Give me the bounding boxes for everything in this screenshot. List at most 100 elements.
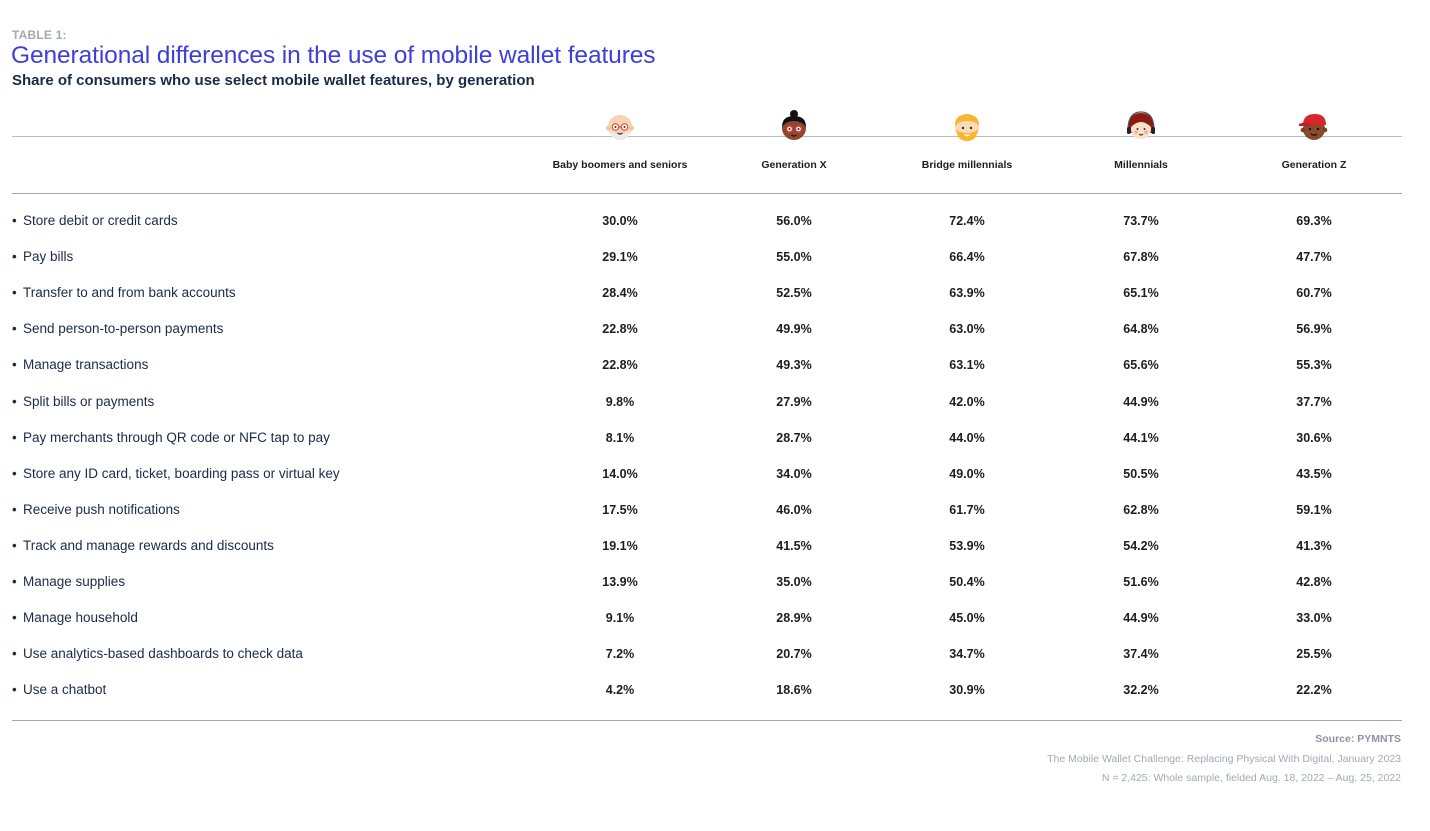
row-label-text: Manage transactions: [23, 357, 149, 373]
table-cell: 50.5%: [1123, 466, 1159, 481]
table-cell: 45.0%: [949, 611, 985, 626]
bullet-icon: •: [12, 285, 17, 301]
table-cell: 49.9%: [776, 322, 812, 337]
table-label: TABLE 1:: [12, 28, 67, 42]
table-cell: 30.0%: [602, 214, 638, 228]
row-label-text: Use a chatbot: [23, 682, 107, 698]
row-label-text: Pay bills: [23, 249, 74, 265]
table-row: • Manage transactions 22.8% 49.3% 63.1% 65.6%…: [0, 357, 1430, 377]
bridge-millennial-avatar-icon: [950, 109, 984, 143]
table-cell: 41.5%: [776, 538, 812, 553]
table-cell: 44.9%: [1123, 611, 1159, 626]
table-cell: 34.7%: [949, 647, 985, 662]
table-cell: 44.1%: [1123, 430, 1159, 445]
table-row: • Pay bills 29.1% 55.0% 66.4% 67.8% 47.7%: [0, 249, 1430, 269]
bullet-icon: •: [12, 682, 17, 698]
row-label: • Receive push notifications: [12, 502, 180, 517]
footer-publication: The Mobile Wallet Challenge: Replacing P…: [1047, 753, 1401, 765]
bullet-icon: •: [12, 610, 17, 626]
bullet-icon: •: [12, 465, 17, 481]
table-row: • Split bills or payments 9.8% 27.9% 42.0% 44…: [0, 394, 1430, 414]
row-label: • Store any ID card, ticket, boarding pas…: [12, 466, 340, 481]
row-label-text: Transfer to and from bank accounts: [23, 285, 236, 301]
table-cell: 67.8%: [1123, 250, 1159, 265]
table-cell: 27.9%: [776, 394, 812, 409]
table-cell: 22.2%: [1296, 683, 1332, 698]
row-label-text: Pay merchants through QR code or NFC tap…: [23, 429, 330, 445]
table-cell: 30.9%: [949, 683, 985, 698]
bullet-icon: •: [12, 213, 17, 228]
table-cell: 42.0%: [949, 394, 985, 409]
table-cell: 64.8%: [1123, 322, 1159, 337]
table-row: • Receive push notifications 17.5% 46.0% 61.…: [0, 502, 1430, 522]
table-cell: 47.7%: [1296, 250, 1332, 265]
page-subtitle: Share of consumers who use select mobile…: [12, 72, 535, 89]
table-cell: 41.3%: [1296, 538, 1332, 553]
table-cell: 60.7%: [1296, 286, 1332, 301]
table-cell: 4.2%: [605, 683, 635, 698]
bullet-icon: •: [12, 429, 17, 445]
table-cell: 28.7%: [776, 430, 812, 445]
table-cell: 9.1%: [605, 611, 635, 626]
column-header-generation-x: Generation X: [761, 159, 827, 171]
table-row: • Manage household 9.1% 28.9% 45.0% 44.9% 33.0…: [0, 610, 1430, 630]
bullet-icon: •: [12, 537, 17, 553]
boomer-avatar-icon: [603, 109, 637, 143]
footer-sample-note: N = 2,425: Whole sample, fielded Aug. 18…: [1101, 772, 1401, 784]
table-row: • Use analytics-based dashboards to check…: [0, 646, 1430, 666]
table-cell: 55.0%: [776, 250, 812, 265]
bullet-icon: •: [12, 646, 17, 662]
table-cell: 63.0%: [949, 322, 985, 337]
table-cell: 19.1%: [602, 538, 638, 553]
table-cell: 65.6%: [1123, 358, 1159, 373]
row-label: • Transfer to and from bank accounts: [12, 285, 236, 300]
table-cell: 22.8%: [602, 358, 638, 373]
table-cell: 20.7%: [776, 647, 812, 662]
table-cell: 73.7%: [1123, 214, 1159, 228]
bullet-icon: •: [12, 357, 17, 373]
table-cell: 9.8%: [605, 394, 635, 409]
table-row: • Store any ID card, ticket, boarding pas…: [0, 466, 1430, 486]
table-cell: 13.9%: [602, 575, 638, 589]
table-row: • Send person-to-person payments 22.8% 49.9…: [0, 321, 1430, 341]
row-label: • Manage transactions: [12, 357, 148, 372]
page-title: Generational differences in the use of m…: [11, 42, 656, 69]
bullet-icon: •: [12, 574, 17, 589]
bullet-icon: •: [12, 249, 17, 265]
millennial-avatar-icon: [1124, 109, 1158, 143]
bullet-icon: •: [12, 321, 17, 337]
gen-x-avatar-icon: [777, 109, 811, 143]
row-label-text: Split bills or payments: [23, 393, 155, 409]
table-row: • Manage supplies 13.9% 35.0% 50.4% 51.6% 42.8…: [0, 574, 1430, 594]
table-cell: 61.7%: [949, 502, 985, 517]
table-cell: 35.0%: [776, 575, 812, 589]
column-header-millennials: Millennials: [1114, 159, 1168, 171]
row-label: • Store debit or credit cards: [12, 213, 178, 228]
bottom-divider: [12, 720, 1402, 721]
row-label: • Use a chatbot: [12, 682, 106, 697]
row-label: • Manage supplies: [12, 574, 125, 589]
row-label-text: Store any ID card, ticket, boarding pass…: [23, 465, 340, 481]
table-cell: 33.0%: [1296, 611, 1332, 626]
table-cell: 66.4%: [949, 250, 985, 265]
row-label-text: Track and manage rewards and discounts: [23, 537, 274, 553]
bullet-icon: •: [12, 501, 17, 517]
table-cell: 7.2%: [605, 647, 635, 662]
gen-z-avatar-icon: [1297, 109, 1331, 143]
row-label: • Send person-to-person payments: [12, 321, 223, 336]
table-cell: 65.1%: [1123, 286, 1159, 301]
table-cell: 42.8%: [1296, 575, 1332, 589]
row-label: • Use analytics-based dashboards to check…: [12, 646, 303, 661]
table-cell: 43.5%: [1296, 466, 1332, 481]
table-cell: 62.8%: [1123, 502, 1159, 517]
column-header-bridge-millennials: Bridge millennials: [921, 159, 1013, 171]
table-cell: 22.8%: [602, 322, 638, 337]
table-cell: 29.1%: [602, 250, 638, 265]
table-cell: 49.3%: [776, 358, 812, 373]
table-cell: 55.3%: [1296, 358, 1332, 373]
table-cell: 8.1%: [605, 430, 635, 445]
table-cell: 44.9%: [1123, 394, 1159, 409]
table-cell: 59.1%: [1296, 502, 1332, 517]
row-label-text: Store debit or credit cards: [23, 213, 178, 228]
table-cell: 37.4%: [1123, 647, 1159, 662]
